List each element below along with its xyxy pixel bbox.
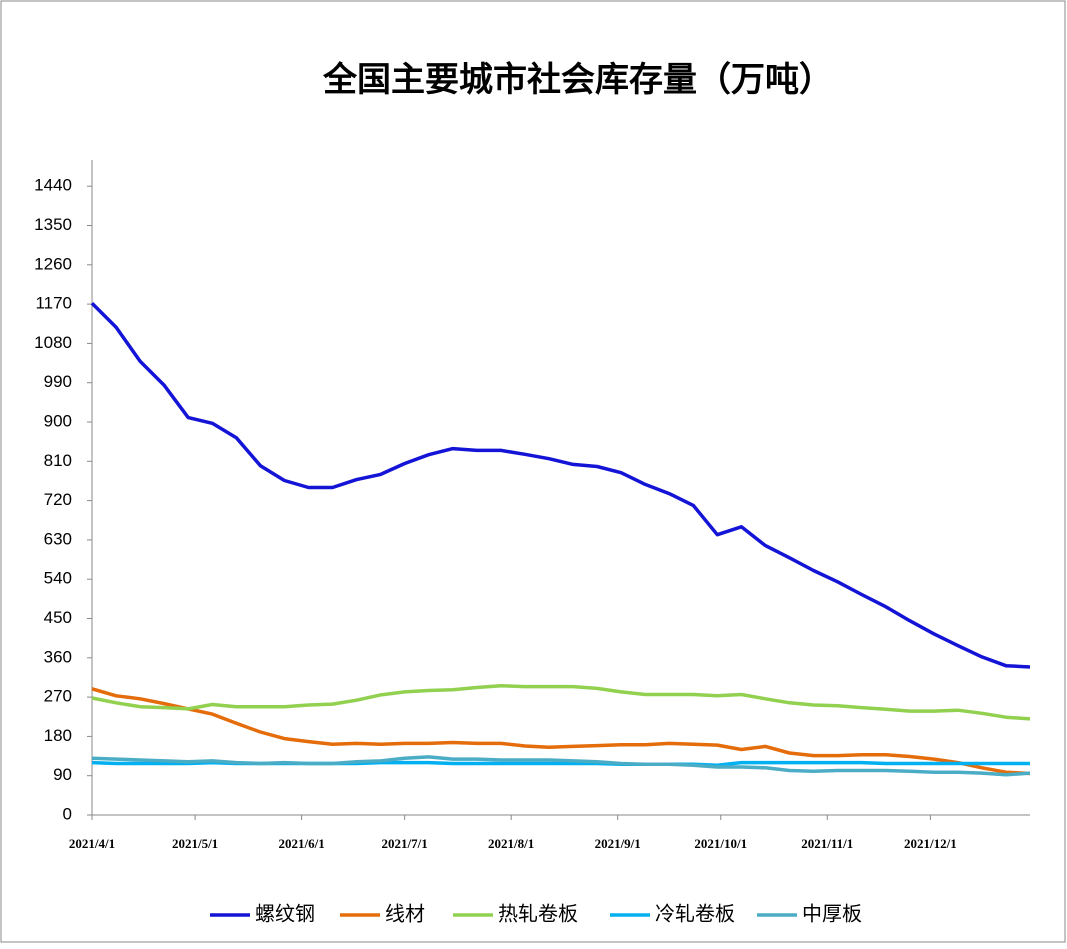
series-line xyxy=(91,683,1031,721)
series-line xyxy=(91,687,1031,776)
y-tick-label: 540 xyxy=(44,569,72,588)
x-tick-label: 2021/10/1 xyxy=(694,836,747,851)
y-tick-label: 1170 xyxy=(35,294,72,313)
y-tick-label: 720 xyxy=(44,490,72,509)
y-tick-label: 900 xyxy=(44,411,72,430)
series-line xyxy=(90,301,1031,669)
x-tick-label: 2021/7/1 xyxy=(382,836,428,851)
legend-label: 螺纹钢 xyxy=(255,902,315,925)
y-tick-label: 1440 xyxy=(34,176,72,195)
y-tick-label: 1260 xyxy=(34,254,72,273)
legend-label: 线材 xyxy=(385,902,425,925)
y-tick-label: 360 xyxy=(44,647,72,666)
legend-label: 冷轧卷板 xyxy=(655,902,735,925)
legend-label: 热轧卷板 xyxy=(498,902,578,925)
legend-label: 中厚板 xyxy=(802,902,862,925)
series-line xyxy=(91,755,1031,777)
y-tick-label: 990 xyxy=(44,372,72,391)
y-tick-label: 90 xyxy=(53,765,72,784)
y-tick-label: 1350 xyxy=(34,215,72,234)
y-tick-label: 450 xyxy=(44,608,72,627)
y-tick-label: 0 xyxy=(63,804,72,823)
x-tick-label: 2021/8/1 xyxy=(488,836,534,851)
y-tick-label: 810 xyxy=(44,451,72,470)
x-tick-label: 2021/12/1 xyxy=(904,836,957,851)
x-tick-label: 2021/11/1 xyxy=(801,836,853,851)
x-tick-label: 2021/4/1 xyxy=(69,836,115,851)
x-tick-label: 2021/9/1 xyxy=(595,836,641,851)
x-tick-label: 2021/5/1 xyxy=(172,836,218,851)
y-tick-label: 270 xyxy=(44,687,72,706)
x-tick-label: 2021/6/1 xyxy=(278,836,324,851)
y-tick-label: 630 xyxy=(44,529,72,548)
y-tick-label: 180 xyxy=(44,726,72,745)
y-tick-label: 1080 xyxy=(34,333,72,352)
chart-title: 全国主要城市社会库存量（万吨） xyxy=(322,60,833,99)
